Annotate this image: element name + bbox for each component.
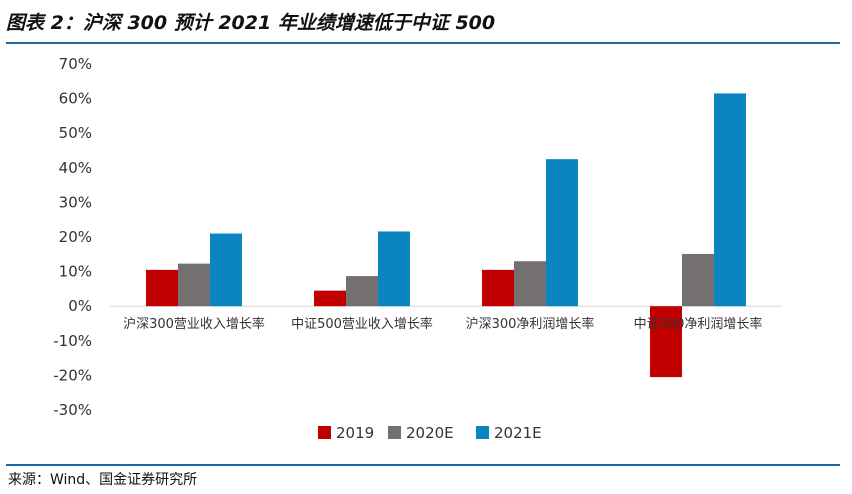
bar-2020E (346, 276, 378, 307)
y-tick-label: -20% (53, 366, 92, 384)
legend-swatch-2019 (318, 426, 331, 439)
legend-label: 2020E (406, 424, 454, 442)
category-label: 中证500营业收入增长率 (291, 316, 433, 332)
category-label: 沪深300净利润增长率 (466, 316, 595, 332)
y-tick-label: -10% (53, 332, 92, 350)
y-tick-label: 10% (59, 263, 92, 281)
legend-label: 2019 (336, 424, 374, 442)
y-tick-label: 40% (59, 159, 92, 177)
source-note: 来源：Wind、国金证券研究所 (8, 472, 198, 488)
category-label: 沪深300营业收入增长率 (123, 316, 265, 332)
bar-2021E (378, 231, 410, 307)
y-tick-label: 30% (59, 193, 92, 211)
y-tick-label: 20% (59, 228, 92, 246)
category-label: 中证500净利润增长率 (634, 316, 763, 332)
y-tick-label: 50% (59, 124, 92, 142)
bar-2019 (314, 290, 346, 307)
bar-2020E (514, 261, 546, 307)
bar-2019 (146, 269, 178, 307)
legend-label: 2021E (494, 424, 542, 442)
bar-2019 (650, 306, 682, 378)
bar-2019 (482, 269, 514, 307)
bar-2020E (178, 263, 210, 307)
chart-title: 图表 2：沪深 300 预计 2021 年业绩增速低于中证 500 (6, 12, 496, 34)
y-tick-label: 60% (59, 90, 92, 108)
bar-chart: 70% 60% 50% 40% 30% 20% 10% 0% -10% -20% -30% 沪深300… (53, 55, 782, 442)
legend-swatch-2021E (476, 426, 489, 439)
bar-2021E (546, 159, 578, 307)
y-tick-label: -30% (53, 401, 92, 419)
bar-2021E (714, 93, 746, 307)
y-tick-label: 0% (68, 297, 92, 315)
legend-swatch-2020E (388, 426, 401, 439)
footer-rule (6, 464, 840, 466)
title-rule (6, 42, 840, 44)
bar-2020E (682, 253, 714, 307)
y-tick-label: 70% (59, 55, 92, 73)
bar-2021E (210, 233, 242, 307)
